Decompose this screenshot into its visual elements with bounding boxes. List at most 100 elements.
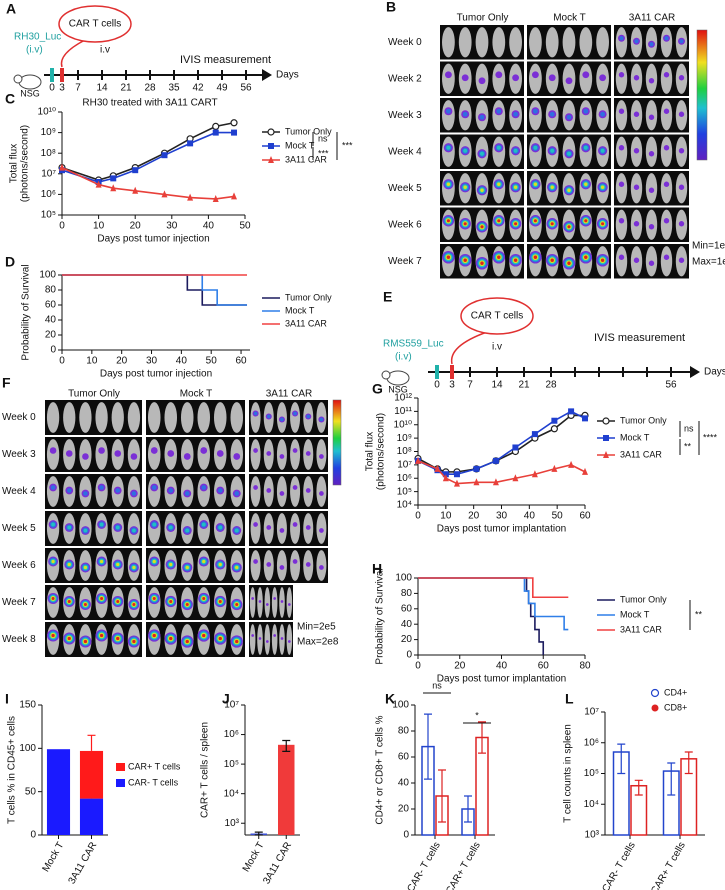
error-bar — [282, 739, 291, 752]
x-tick-label: 3A11 CAR — [67, 840, 100, 886]
group-header: Tumor Only — [457, 13, 509, 24]
x-tick-label: 30 — [146, 356, 158, 367]
image-background — [249, 474, 328, 509]
signal — [251, 634, 254, 637]
x-tick-label: 20 — [454, 661, 466, 672]
survival-curve — [62, 274, 248, 306]
signal — [67, 600, 71, 603]
y-tick-label: 10⁴ — [584, 799, 599, 810]
row-label: Week 2 — [388, 73, 422, 84]
signal — [292, 559, 298, 564]
marker — [582, 415, 588, 422]
signal — [150, 447, 158, 454]
signal — [463, 185, 467, 189]
signal — [273, 597, 276, 600]
image-background — [146, 400, 245, 435]
image-background — [45, 622, 142, 657]
y-tick-label: 10⁹ — [397, 433, 412, 444]
mouse-image — [290, 439, 301, 470]
signal — [446, 145, 451, 150]
signal — [132, 565, 136, 570]
signal — [293, 411, 297, 416]
signal — [566, 114, 572, 120]
image-background — [249, 511, 328, 546]
signal — [633, 75, 640, 81]
signal — [444, 71, 452, 79]
marker — [453, 471, 460, 478]
signal — [480, 261, 484, 265]
x-tick-label: Mock T — [241, 840, 267, 874]
image-background — [45, 511, 142, 546]
signal — [678, 148, 685, 154]
signal — [131, 491, 137, 496]
mouse-image — [562, 27, 576, 58]
signal — [567, 261, 571, 265]
bar-segment — [46, 749, 71, 835]
mouse-image — [579, 63, 593, 94]
treatment-route: i.v — [100, 45, 110, 56]
y-tick-label: 10¹² — [394, 393, 412, 404]
error-bar — [684, 751, 693, 775]
day-label: 49 — [216, 83, 228, 94]
y-tick-label: 80 — [45, 285, 57, 296]
group-header: Tumor Only — [68, 389, 120, 400]
y-tick-label: 60 — [401, 603, 413, 614]
mouse-image — [492, 100, 506, 131]
marker — [442, 471, 449, 478]
panel-label: G — [372, 381, 383, 397]
signal — [567, 151, 571, 156]
mouse-image — [660, 136, 673, 167]
legend-label: Mock T — [285, 140, 315, 150]
x-tick-label: 40 — [524, 511, 536, 522]
marker — [492, 457, 499, 464]
signal — [184, 491, 190, 496]
survival-curve — [418, 577, 569, 599]
signal — [583, 145, 588, 150]
signal — [279, 565, 285, 570]
y-tick-label: 60 — [45, 300, 57, 311]
signal — [152, 559, 156, 564]
signal — [100, 597, 104, 600]
y-tick-label: 10⁷ — [224, 700, 239, 711]
mouse-image — [197, 402, 211, 433]
signal — [168, 488, 174, 493]
mouse-image — [579, 27, 593, 58]
signal — [130, 453, 138, 460]
significance: ns — [684, 423, 694, 433]
signal — [218, 599, 222, 604]
y-tick-label: 10⁷ — [584, 707, 599, 718]
signal — [83, 528, 88, 533]
signal — [678, 184, 685, 190]
significance: ns — [432, 680, 442, 690]
marker — [231, 129, 238, 136]
mouse-image — [660, 173, 673, 204]
signal — [305, 562, 311, 567]
mouse-image — [596, 27, 609, 58]
row-label: Week 8 — [2, 634, 36, 645]
marker — [473, 478, 480, 486]
signal — [648, 114, 655, 120]
mouse-head — [13, 74, 23, 84]
series-line — [417, 410, 586, 476]
marker — [453, 479, 460, 487]
legend-marker — [603, 435, 609, 441]
image-background — [249, 548, 328, 583]
signal — [273, 634, 276, 637]
mouse-image — [290, 402, 301, 433]
signal — [478, 77, 486, 85]
readout: IVIS measurement — [180, 54, 271, 66]
signal — [202, 596, 206, 601]
signal — [533, 255, 538, 259]
mouse-image — [249, 587, 256, 618]
signal — [185, 565, 189, 570]
marker — [231, 192, 238, 200]
y-tick-label: 10⁶ — [397, 473, 412, 484]
significance: ns — [318, 133, 328, 143]
signal — [292, 448, 298, 453]
y-axis-label: Total flux — [365, 432, 376, 471]
signal — [600, 111, 605, 117]
signal — [185, 639, 189, 644]
signal — [513, 148, 518, 153]
signal — [679, 39, 684, 44]
mouse-image — [127, 402, 141, 433]
